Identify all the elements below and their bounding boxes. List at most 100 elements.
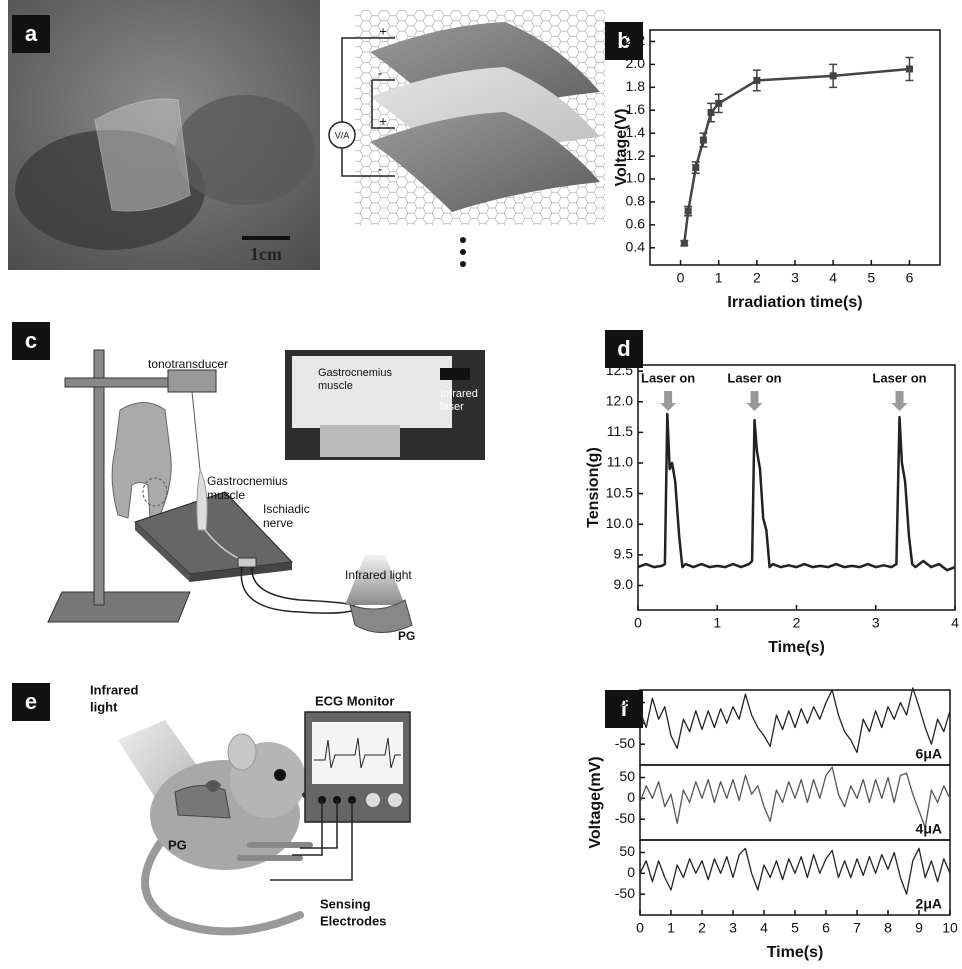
x-axis-label: Time(s) xyxy=(768,639,825,656)
x-tick-label: 3 xyxy=(729,920,737,936)
plot-frame xyxy=(638,365,955,610)
annotation: Laser on xyxy=(641,370,695,385)
panel-label: d xyxy=(617,336,630,361)
y-tick-label: -50 xyxy=(615,735,635,751)
x-tick-label: 6 xyxy=(822,920,830,936)
y-tick-label: 0 xyxy=(627,864,635,880)
data-point xyxy=(685,208,692,215)
plot-frame xyxy=(640,840,950,915)
data-point xyxy=(708,109,715,116)
plot-frame xyxy=(650,30,940,265)
annotation: 2μA xyxy=(916,896,942,912)
y-tick-label: 9.5 xyxy=(614,546,634,562)
x-tick-label: 5 xyxy=(791,920,799,936)
y-axis-label: Tension(g) xyxy=(585,447,602,528)
setup-c: tonotransducer Gastrocnemius muscle Isch… xyxy=(48,350,485,643)
x-axis-label: Time(s) xyxy=(767,944,824,961)
panel-label: e xyxy=(25,689,37,714)
data-point xyxy=(715,100,722,107)
x-tick-label: 6 xyxy=(906,270,914,286)
y-axis-label: Voltage(mV) xyxy=(587,756,604,848)
x-axis-label: Irradiation time(s) xyxy=(727,294,862,311)
muscle-label: Gastrocnemius xyxy=(207,474,288,488)
data-point xyxy=(830,72,837,79)
annotation-arrow xyxy=(660,391,676,411)
sign: + xyxy=(379,23,387,38)
data-line xyxy=(640,848,950,894)
y-tick-label: 12.5 xyxy=(606,362,633,378)
y-tick-label: 12.0 xyxy=(606,392,633,408)
x-tick-label: 3 xyxy=(791,270,799,286)
sign: + xyxy=(379,113,387,128)
photo-a: 1cm xyxy=(8,0,320,270)
meter-label: V/A xyxy=(335,130,350,140)
y-tick-label: -50 xyxy=(615,810,635,826)
inset-label: Gastrocnemius xyxy=(318,367,392,379)
data-line xyxy=(638,414,955,570)
x-tick-label: 7 xyxy=(853,920,861,936)
y-tick-label: 2.0 xyxy=(626,55,646,71)
y-tick-label: 2.2 xyxy=(626,32,646,48)
x-tick-label: 0 xyxy=(677,270,685,286)
x-tick-label: 2 xyxy=(698,920,706,936)
y-tick-label: 0.6 xyxy=(626,216,646,232)
monitor-label: ECG Monitor xyxy=(315,693,394,708)
inset-label: Infrared xyxy=(440,388,478,400)
sign: - xyxy=(378,161,382,176)
x-tick-label: 2 xyxy=(753,270,761,286)
x-tick-label: 10 xyxy=(942,920,958,936)
x-tick-label: 0 xyxy=(634,615,642,631)
x-tick-label: 2 xyxy=(793,615,801,631)
y-tick-label: 11.0 xyxy=(607,454,633,470)
plot-frame xyxy=(640,765,950,840)
nerve-label: nerve xyxy=(263,516,293,530)
y-axis-label: Voltage(V) xyxy=(613,109,630,187)
rat-e: Infrared light ECG Monitor PG Sensing El… xyxy=(90,682,410,931)
figure: 1cm V/A + - + - tonotransducer Gastrocne… xyxy=(0,0,962,969)
transducer-label: tonotransducer xyxy=(148,357,228,371)
light-label: light xyxy=(90,699,118,714)
x-tick-label: 1 xyxy=(715,270,723,286)
y-tick-label: 0.8 xyxy=(626,193,646,209)
x-tick-label: 1 xyxy=(667,920,675,936)
device-label: PG xyxy=(168,837,187,852)
y-tick-label: 11.5 xyxy=(607,423,633,439)
y-tick-label: 50 xyxy=(619,693,635,709)
data-point xyxy=(700,137,707,144)
inset-label: laser xyxy=(440,401,464,413)
y-tick-label: 0.4 xyxy=(626,239,646,255)
y-tick-label: 1.8 xyxy=(626,78,646,94)
x-tick-label: 4 xyxy=(829,270,837,286)
data-point xyxy=(681,240,688,247)
annotation-arrow xyxy=(746,391,762,411)
x-tick-label: 8 xyxy=(884,920,892,936)
data-line xyxy=(640,767,950,827)
graphene-stack: V/A + - + - xyxy=(329,10,605,267)
annotation: 4μA xyxy=(916,821,942,837)
nerve-label: Ischiadic xyxy=(263,502,310,516)
y-tick-label: 10.5 xyxy=(606,484,633,500)
y-tick-label: 50 xyxy=(619,843,635,859)
muscle-label: muscle xyxy=(207,488,245,502)
electrode-label: Electrodes xyxy=(320,913,386,928)
y-tick-label: 10.0 xyxy=(606,515,633,531)
x-tick-label: 0 xyxy=(636,920,644,936)
data-point xyxy=(753,77,760,84)
y-tick-label: 0 xyxy=(627,789,635,805)
x-tick-label: 9 xyxy=(915,920,923,936)
light-label: Infrared xyxy=(90,682,138,697)
sign: - xyxy=(378,65,382,80)
y-tick-label: -50 xyxy=(615,885,635,901)
x-tick-label: 1 xyxy=(713,615,721,631)
panel-label: a xyxy=(25,21,38,46)
annotation: Laser on xyxy=(727,370,781,385)
panel-label: c xyxy=(25,328,37,353)
y-tick-label: 9.0 xyxy=(614,576,634,592)
data-line xyxy=(640,688,950,753)
annotation-arrow xyxy=(892,391,908,411)
figure-canvas: 1cm V/A + - + - tonotransducer Gastrocne… xyxy=(0,0,962,969)
annotation: Laser on xyxy=(872,370,926,385)
inset-label: muscle xyxy=(318,380,353,392)
x-tick-label: 5 xyxy=(867,270,875,286)
x-tick-label: 3 xyxy=(872,615,880,631)
